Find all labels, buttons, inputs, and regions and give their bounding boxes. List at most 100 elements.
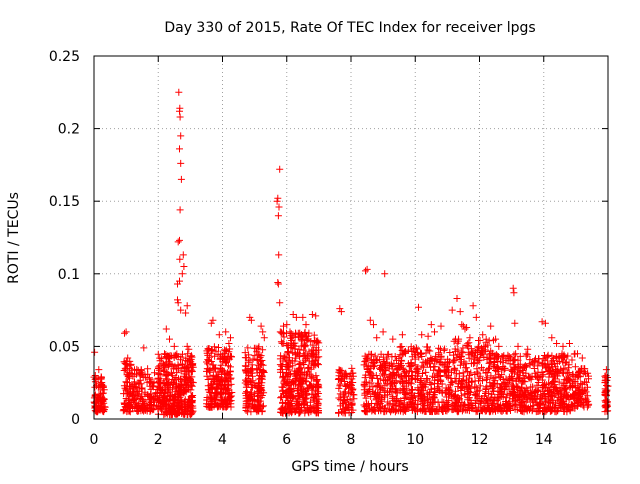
data-point [460,360,468,368]
data-point [420,363,428,371]
data-point [436,366,444,374]
data-point [225,340,233,347]
data-point [468,404,476,412]
data-point [244,380,252,388]
data-point [288,337,296,344]
data-point [334,375,342,383]
data-point [177,175,185,183]
data-point [472,313,480,321]
data-point [154,350,162,358]
data-point [364,354,372,362]
data-point [426,347,434,355]
data-point [168,361,176,369]
data-point [461,390,469,398]
data-point [551,369,559,377]
data-point [447,378,455,386]
data-point [444,363,452,370]
data-point [259,367,267,375]
data-point [218,401,226,409]
data-point [371,391,379,399]
data-point [366,371,374,379]
data-point [259,328,267,336]
data-point [344,390,352,398]
data-point [274,279,282,286]
data-point [144,365,152,373]
data-point [169,406,176,413]
data-point [393,365,401,373]
data-point [553,340,561,347]
data-point [455,335,463,343]
data-point [470,360,478,368]
data-point [255,380,262,387]
data-point [504,380,512,388]
data-point [519,372,527,380]
data-point [122,360,130,368]
data-point [242,376,250,384]
data-point [295,409,303,417]
data-point [292,330,300,338]
data-point [336,380,344,388]
chart-title: Day 330 of 2015, Rate Of TEC Index for r… [164,20,535,36]
data-point [362,394,370,402]
data-point [256,360,264,368]
data-point [397,356,405,364]
data-point [437,345,444,353]
data-point [348,364,356,372]
data-point [427,321,435,329]
data-point [132,384,140,391]
data-point [400,404,408,411]
data-point [146,396,154,404]
data-point [121,384,129,392]
data-point [489,385,496,393]
data-point [376,386,384,394]
data-point [538,369,546,376]
data-point [458,321,466,329]
data-point [215,331,223,339]
data-point [484,341,492,349]
data-point [154,363,162,371]
data-point [408,353,416,361]
data-point [577,380,585,388]
x-tick-label: 16 [599,432,617,448]
data-point [445,358,453,366]
data-point [512,350,520,358]
data-point [97,375,105,383]
data-point [99,396,107,403]
data-point [603,374,611,381]
data-point [546,387,554,395]
data-point [278,393,285,401]
data-point [503,390,511,398]
data-point [174,365,182,373]
data-point [373,334,381,342]
data-point [428,406,436,414]
data-point [282,399,290,407]
data-point [342,369,350,377]
data-point [388,382,396,390]
data-point [445,387,453,395]
data-point [393,371,401,379]
data-point [279,357,287,365]
data-point [472,390,480,398]
x-tick-label: 4 [218,432,227,448]
data-point [526,373,534,381]
data-point [313,404,321,412]
data-point [369,363,377,371]
data-point [414,349,422,357]
data-point [419,399,427,407]
data-point [180,263,188,270]
data-point [508,382,516,390]
data-point [135,407,143,415]
data-point [138,385,145,393]
data-point [188,353,196,361]
data-point [312,397,320,405]
data-point [292,375,300,382]
data-point [499,359,507,367]
x-tick-label: 8 [347,432,356,448]
data-point [418,331,426,339]
data-point [363,355,371,363]
data-point [187,386,195,394]
data-point [212,347,220,355]
data-point [247,316,255,324]
data-point [459,369,467,377]
data-point [445,367,453,375]
